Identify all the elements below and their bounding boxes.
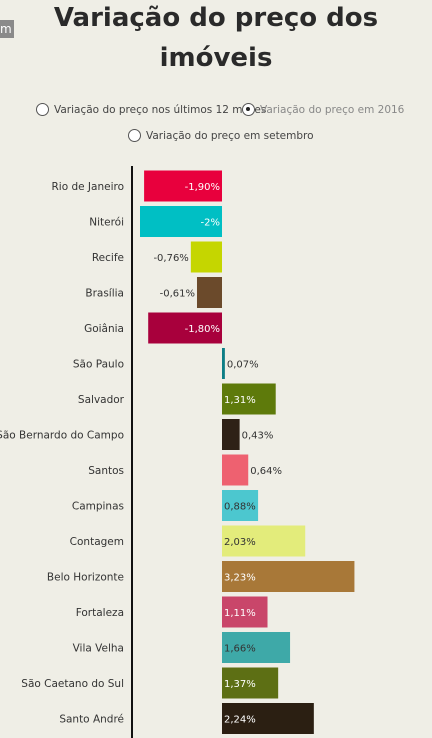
radio-selected-icon[interactable]	[242, 103, 255, 116]
category-label: Goiânia	[84, 323, 124, 335]
page-title: Variação do preço dos imóveis	[0, 0, 432, 76]
category-label: São Paulo	[73, 359, 124, 371]
bar	[222, 383, 276, 415]
option-label: Variação do preço em setembro	[146, 129, 314, 142]
category-label: Brasília	[85, 288, 124, 300]
bar	[196, 277, 222, 308]
title-line-2: imóveis	[159, 43, 273, 73]
option-label: Variação do preço nos últimos 12 meses	[54, 103, 267, 116]
data-label: -0,76%	[153, 253, 188, 264]
bar	[190, 241, 222, 273]
corner-text: m	[0, 22, 12, 36]
category-label: Fortaleza	[76, 607, 124, 619]
radio-icon[interactable]	[128, 129, 141, 142]
data-label: -1,90%	[185, 182, 220, 193]
category-label: Santo André	[59, 714, 124, 726]
radio-icon[interactable]	[36, 103, 49, 116]
data-label: 0,64%	[250, 466, 282, 477]
category-label: Belo Horizonte	[47, 572, 124, 584]
category-label: Contagem	[70, 536, 124, 548]
bar	[144, 170, 222, 202]
data-label: 1,66%	[224, 644, 256, 655]
data-label: 0,88%	[224, 502, 256, 513]
data-label: 0,07%	[227, 360, 259, 371]
category-label: Vila Velha	[73, 643, 124, 655]
data-label: 1,31%	[224, 395, 256, 406]
category-label: Salvador	[78, 394, 125, 406]
option-september[interactable]: Variação do preço em setembro	[128, 129, 314, 142]
bar	[222, 596, 268, 628]
data-label: -0,61%	[160, 289, 195, 300]
bar	[222, 632, 291, 663]
category-label: Santos	[88, 465, 124, 477]
bar	[222, 525, 306, 557]
data-label: 0,43%	[242, 431, 274, 442]
bar	[222, 419, 240, 450]
option-2016[interactable]: Variação do preço em 2016	[242, 103, 404, 116]
corner-tab: m	[0, 20, 14, 38]
category-label: São Caetano do Sul	[21, 678, 124, 690]
category-label: Campinas	[72, 501, 124, 513]
data-label: 2,24%	[224, 715, 256, 726]
category-label: São Bernardo do Campo	[0, 430, 124, 442]
bar	[222, 490, 259, 521]
bar	[148, 312, 222, 344]
data-label: -1,80%	[185, 324, 220, 335]
bar	[140, 206, 222, 237]
title-line-1: Variação do preço dos	[53, 3, 379, 33]
data-label: 3,23%	[224, 573, 256, 584]
data-label: -2%	[201, 218, 220, 229]
data-label: 2,03%	[224, 537, 256, 548]
category-label: Recife	[92, 252, 124, 264]
bar	[222, 703, 314, 734]
option-label: Variação do preço em 2016	[260, 103, 405, 116]
bar	[222, 561, 355, 592]
bar	[222, 667, 279, 699]
category-label: Niterói	[89, 217, 124, 229]
data-label: 1,37%	[224, 679, 256, 690]
bar	[222, 454, 249, 486]
data-label: 1,11%	[224, 608, 256, 619]
category-label: Rio de Janeiro	[51, 181, 124, 193]
bar	[222, 348, 225, 379]
option-last-12-months[interactable]: Variação do preço nos últimos 12 meses	[36, 103, 266, 116]
